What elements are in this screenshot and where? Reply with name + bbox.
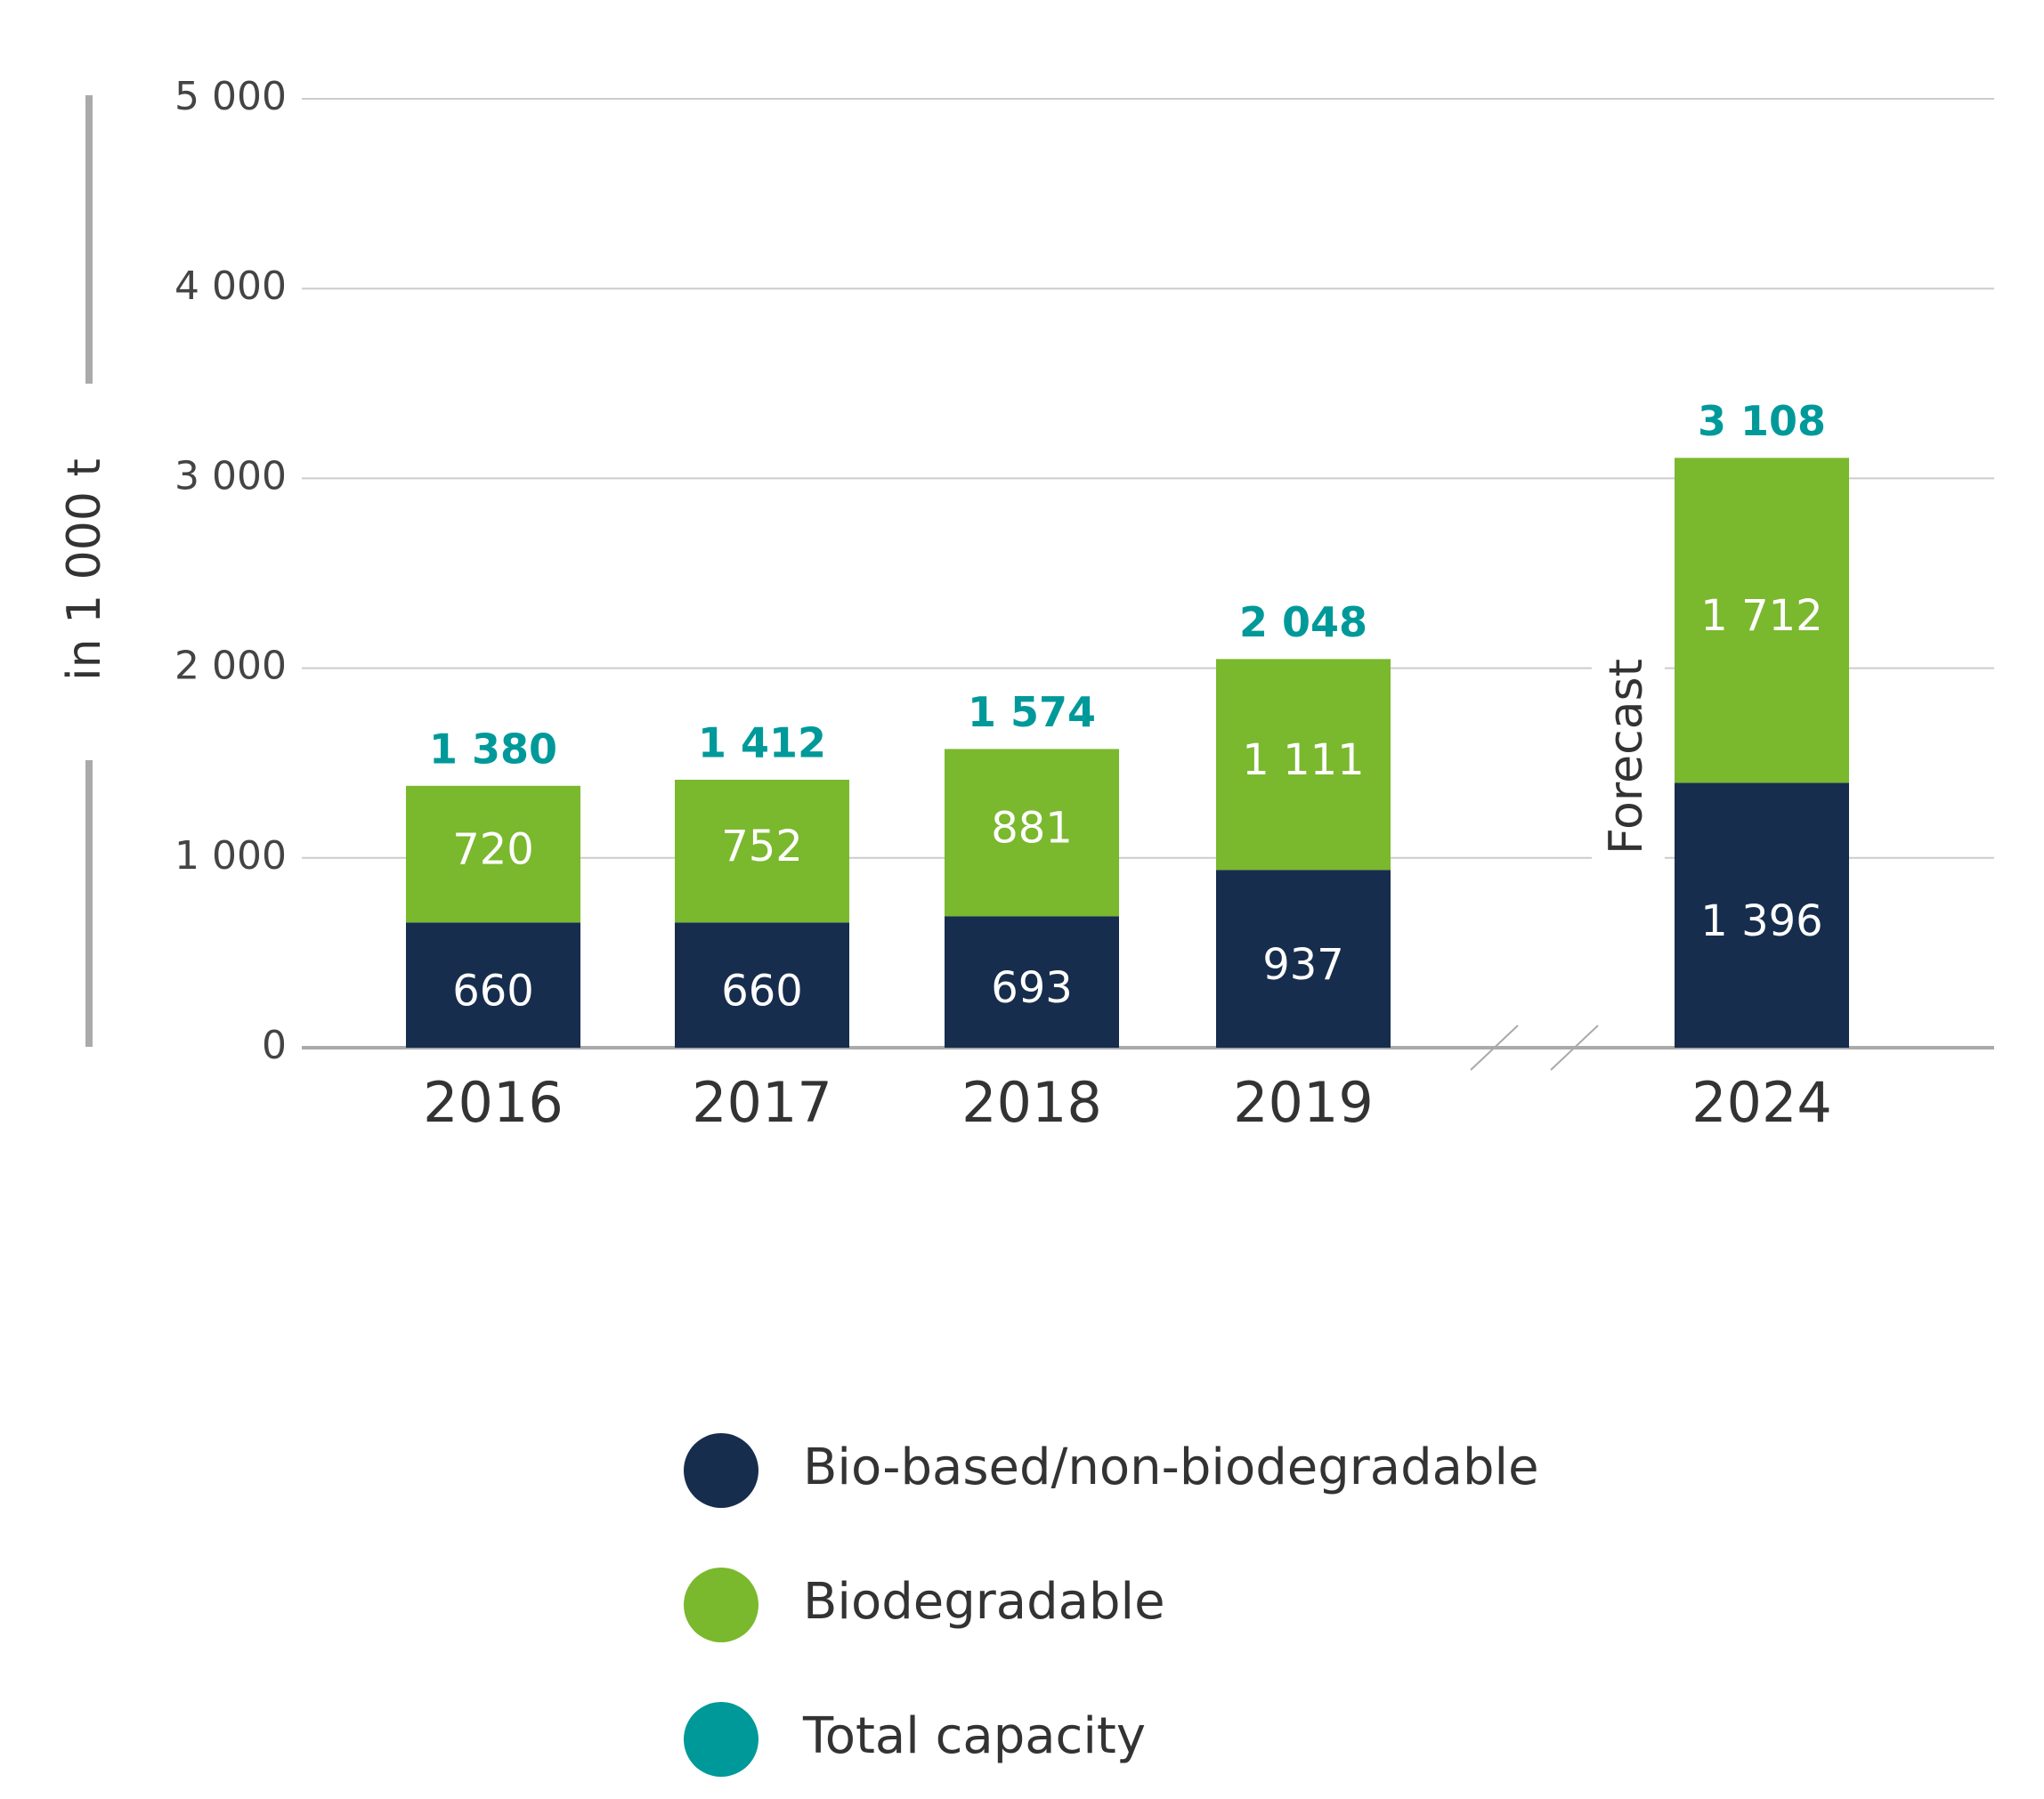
segment-label: 693 [991, 963, 1073, 1013]
y-tick-label: 2 000 [174, 644, 287, 689]
x-tick-label: 2018 [961, 1070, 1102, 1135]
total-label: 2 048 [1239, 598, 1367, 646]
total-label: 3 108 [1698, 397, 1826, 445]
bar-segment [945, 749, 1119, 917]
bar-segment [1675, 458, 1849, 783]
bar-segment [945, 916, 1119, 1048]
axis-break [1550, 1025, 1599, 1071]
y-tick-label: 5 000 [174, 74, 287, 119]
segment-label: 660 [721, 967, 803, 1017]
x-tick-label: 2024 [1691, 1070, 1832, 1135]
annotation-bg [1592, 659, 1665, 863]
legend-label: Total capacity [802, 1707, 1146, 1765]
segment-label: 660 [452, 967, 534, 1017]
bars: 2016 660 720 1 380 2017 660 752 1 412 2018 693 881… [406, 397, 1849, 1135]
y-tick-label: 3 000 [174, 453, 287, 498]
segment-label: 1 111 [1242, 735, 1364, 785]
y-tick-label: 4 000 [174, 263, 287, 309]
segment-label: 881 [991, 803, 1073, 853]
x-tick-label: 2019 [1233, 1070, 1374, 1135]
total-label: 1 574 [968, 688, 1096, 736]
legend-swatch [684, 1702, 758, 1777]
segment-label: 937 [1262, 940, 1344, 990]
forecast-annotation: Forecast [1600, 659, 1653, 855]
y-axis-label: in 1 000 t [58, 458, 111, 681]
y-tick-label: 1 000 [174, 833, 287, 879]
legend-swatch [684, 1433, 758, 1508]
bar-segment [406, 785, 580, 923]
segment-label: 752 [721, 822, 803, 871]
bar-segment [1216, 870, 1391, 1048]
bar-segment [1216, 659, 1391, 871]
bar-segment [675, 779, 849, 923]
bar-segment [1675, 782, 1849, 1048]
axis-break [1470, 1025, 1519, 1071]
segment-label: 1 712 [1700, 591, 1822, 641]
legend-label: Bio-based/non-biodegradable [803, 1438, 1539, 1496]
x-tick-label: 2017 [692, 1070, 832, 1135]
legend-label: Biodegradable [803, 1573, 1165, 1631]
x-tick-label: 2016 [423, 1070, 564, 1135]
segment-label: 720 [452, 825, 534, 875]
legend-swatch [684, 1568, 758, 1642]
bar-segment [675, 922, 849, 1048]
legend: Bio-based/non-biodegradable Biodegradable… [684, 1433, 1539, 1777]
segment-label: 1 396 [1700, 896, 1822, 946]
total-label: 1 380 [429, 725, 557, 773]
y-tick-label: 0 [262, 1023, 287, 1068]
bar-segment [406, 922, 580, 1048]
total-label: 1 412 [698, 718, 826, 766]
